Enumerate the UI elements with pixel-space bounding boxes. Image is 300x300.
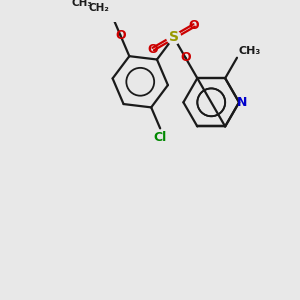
Text: O: O [189, 19, 200, 32]
Text: S: S [169, 30, 179, 44]
Circle shape [167, 30, 181, 44]
Text: O: O [115, 29, 126, 42]
Text: CH₂: CH₂ [88, 3, 110, 13]
Text: Cl: Cl [154, 130, 167, 144]
Text: CH₃: CH₃ [238, 46, 261, 56]
Text: O: O [180, 51, 191, 64]
Text: CH₃: CH₃ [72, 0, 93, 8]
Text: N: N [237, 96, 248, 109]
Text: O: O [148, 43, 158, 56]
